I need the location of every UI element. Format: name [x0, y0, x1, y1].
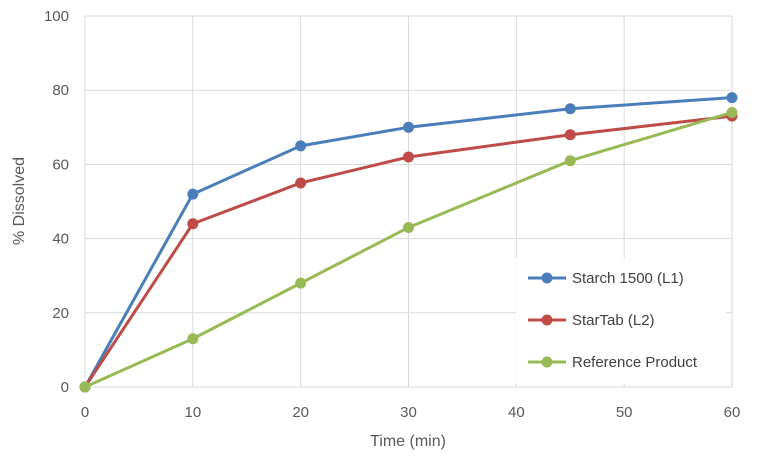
legend-swatch-marker	[541, 272, 553, 284]
data-point	[726, 106, 738, 118]
data-point	[403, 121, 414, 133]
series-line	[83, 110, 734, 389]
series-line	[83, 96, 734, 389]
x-tick-label: 40	[508, 404, 525, 421]
y-tick-label: 0	[61, 379, 69, 396]
legend-label: StarTab (L2)	[572, 312, 655, 329]
x-tick-label: 60	[724, 404, 741, 421]
data-point	[79, 381, 91, 393]
data-point	[295, 277, 307, 289]
data-point	[187, 188, 199, 200]
data-point	[564, 155, 576, 167]
y-tick-label: 40	[52, 231, 69, 248]
data-point	[295, 177, 307, 189]
x-tick-label: 20	[292, 404, 309, 421]
legend: Starch 1500 (L1) StarTab (L2) Reference Pr…	[516, 258, 726, 384]
x-axis-ticks: 0 10 20 30 40 50 60	[81, 404, 741, 421]
legend-swatch-marker	[541, 314, 553, 326]
data-point	[295, 140, 307, 152]
data-point	[564, 103, 576, 115]
y-axis-title: % Dissolved	[11, 157, 28, 245]
legend-label: Starch 1500 (L1)	[572, 270, 684, 287]
grid	[84, 15, 733, 388]
x-tick-label: 50	[616, 404, 633, 421]
legend-item: Starch 1500 (L1)	[528, 270, 684, 287]
series-layer	[79, 92, 738, 393]
legend-item: Reference Product	[528, 354, 698, 371]
data-point	[564, 129, 576, 141]
x-axis-title: Time (min)	[370, 433, 446, 450]
data-point	[187, 218, 199, 230]
y-axis-ticks: 0 20 40 60 80 100	[44, 8, 69, 396]
data-point	[403, 221, 414, 233]
data-point	[726, 92, 738, 104]
x-tick-label: 0	[81, 404, 89, 421]
series-line	[83, 114, 734, 389]
x-tick-label: 30	[400, 404, 417, 421]
legend-item: StarTab (L2)	[528, 312, 655, 329]
legend-swatch-marker	[541, 356, 553, 368]
x-tick-label: 10	[184, 404, 201, 421]
y-tick-label: 60	[52, 156, 69, 173]
y-tick-label: 20	[52, 305, 69, 322]
data-point	[187, 333, 199, 345]
y-tick-label: 100	[44, 8, 69, 25]
series-3	[79, 106, 738, 393]
y-tick-label: 80	[52, 82, 69, 99]
legend-label: Reference Product	[572, 354, 698, 371]
data-point	[403, 151, 414, 163]
